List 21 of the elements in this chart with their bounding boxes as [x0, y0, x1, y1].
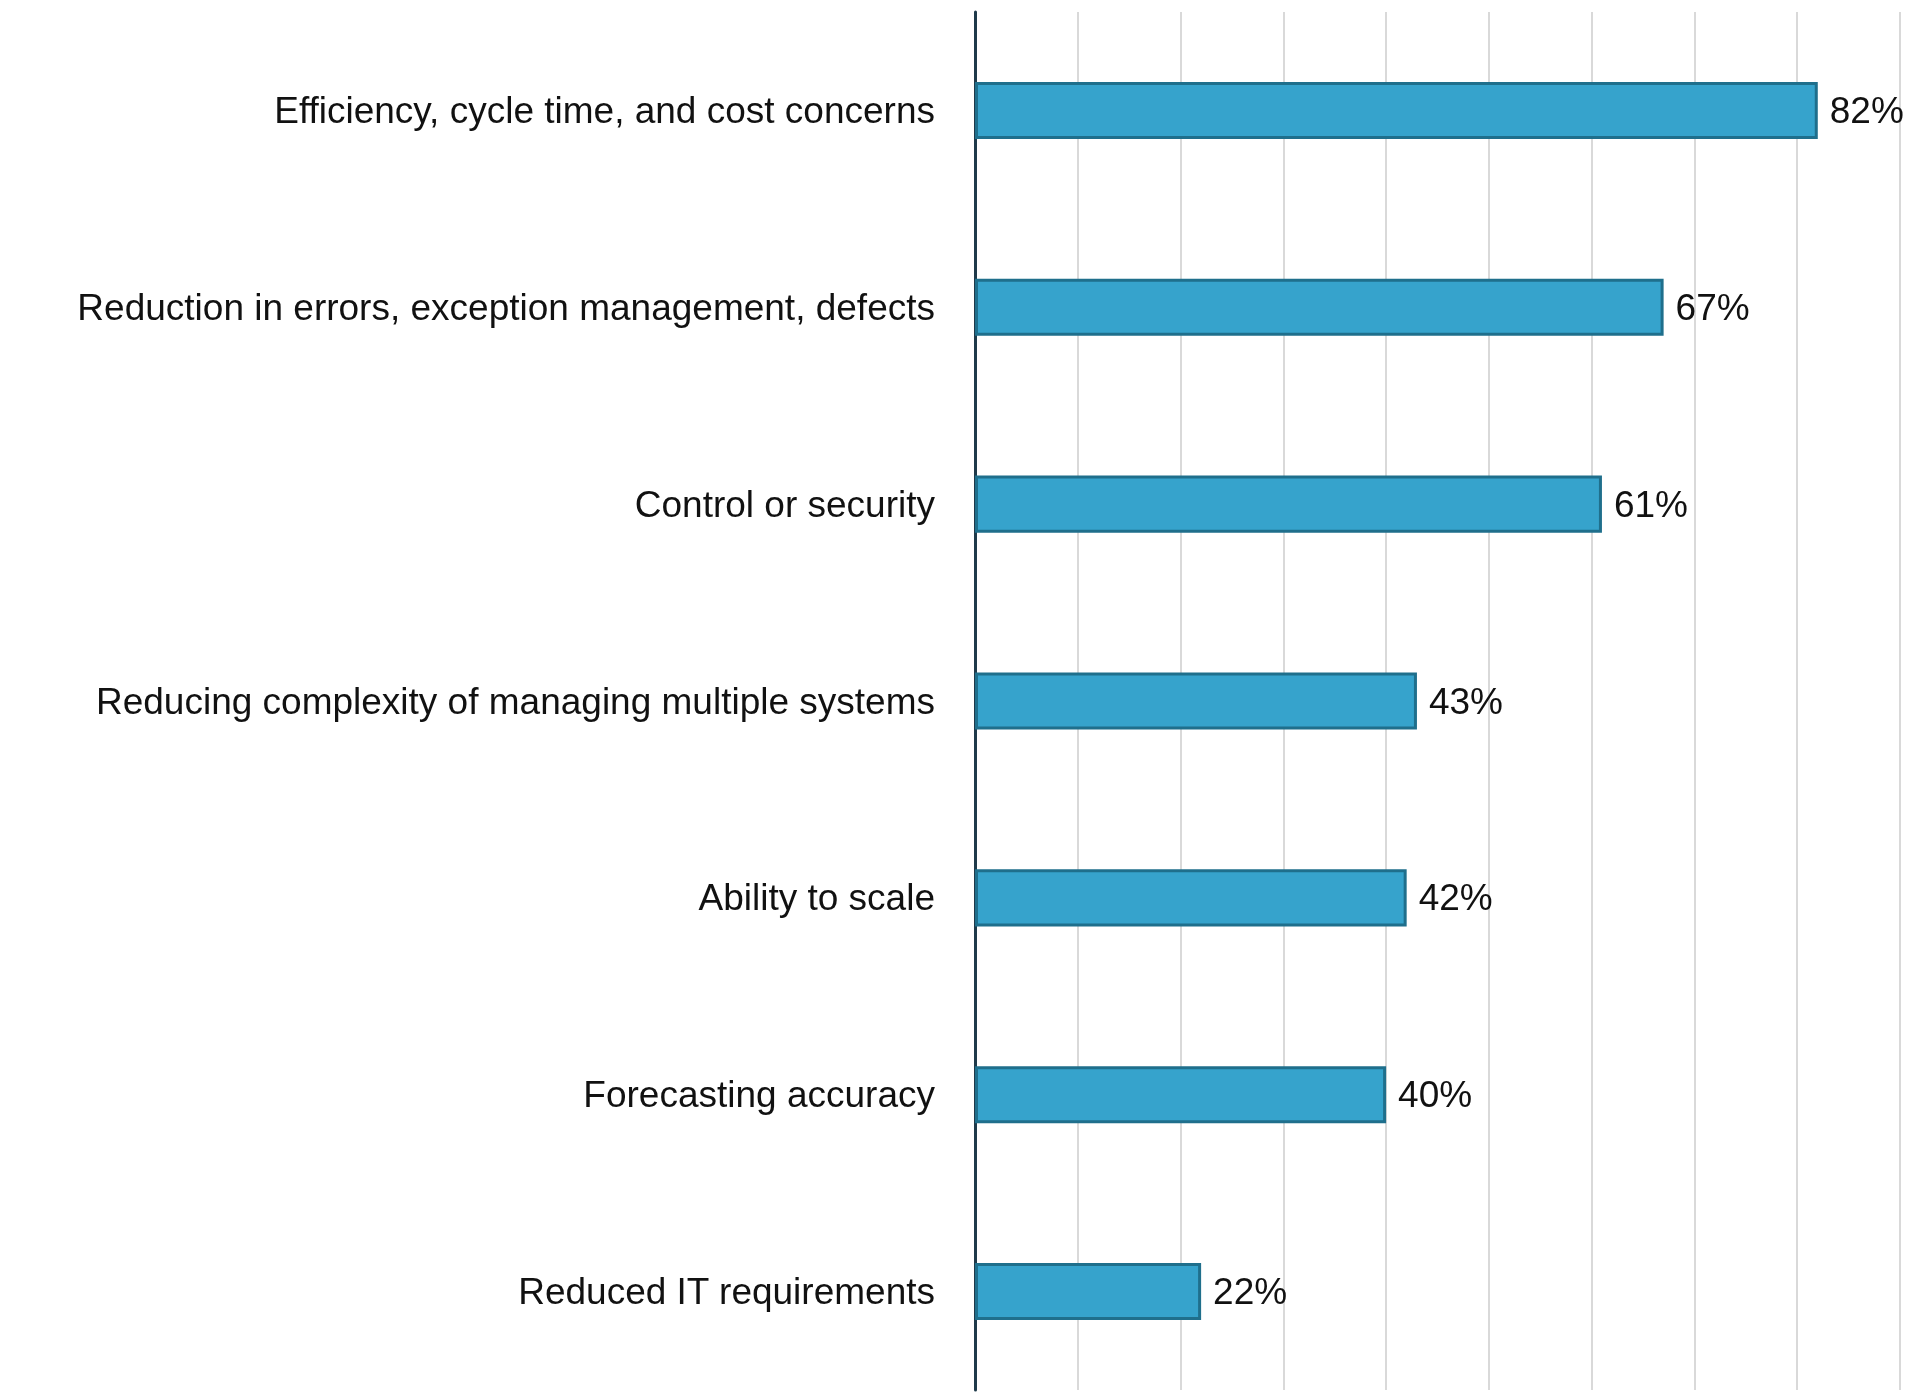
data-label: 22% — [1213, 1271, 1288, 1313]
data-label: 67% — [1675, 286, 1750, 328]
y-tick-label: Forecasting accuracy — [583, 1074, 936, 1116]
y-tick-label: Reducing complexity of managing multiple systems — [95, 680, 935, 722]
bar — [975, 278, 1664, 336]
bar — [975, 81, 1818, 139]
y-tick-label: Reduced IT requirements — [518, 1271, 935, 1313]
data-label: 40% — [1398, 1074, 1473, 1116]
data-label: 82% — [1829, 89, 1904, 131]
bar — [975, 1263, 1202, 1321]
bar — [975, 672, 1417, 730]
bar — [975, 869, 1407, 927]
y-tick-label: Reduction in errors, exception management, defects — [77, 286, 935, 328]
y-tick-label: Ability to scale — [698, 877, 935, 919]
data-label: 61% — [1613, 483, 1689, 525]
y-tick-label: Control or security — [634, 483, 936, 525]
y-tick-label: Efficiency, cycle time, and cost concerns — [274, 89, 935, 131]
data-label: 43% — [1428, 680, 1504, 722]
data-label: 42% — [1418, 877, 1493, 919]
bar — [975, 1066, 1387, 1124]
bar — [975, 475, 1602, 533]
